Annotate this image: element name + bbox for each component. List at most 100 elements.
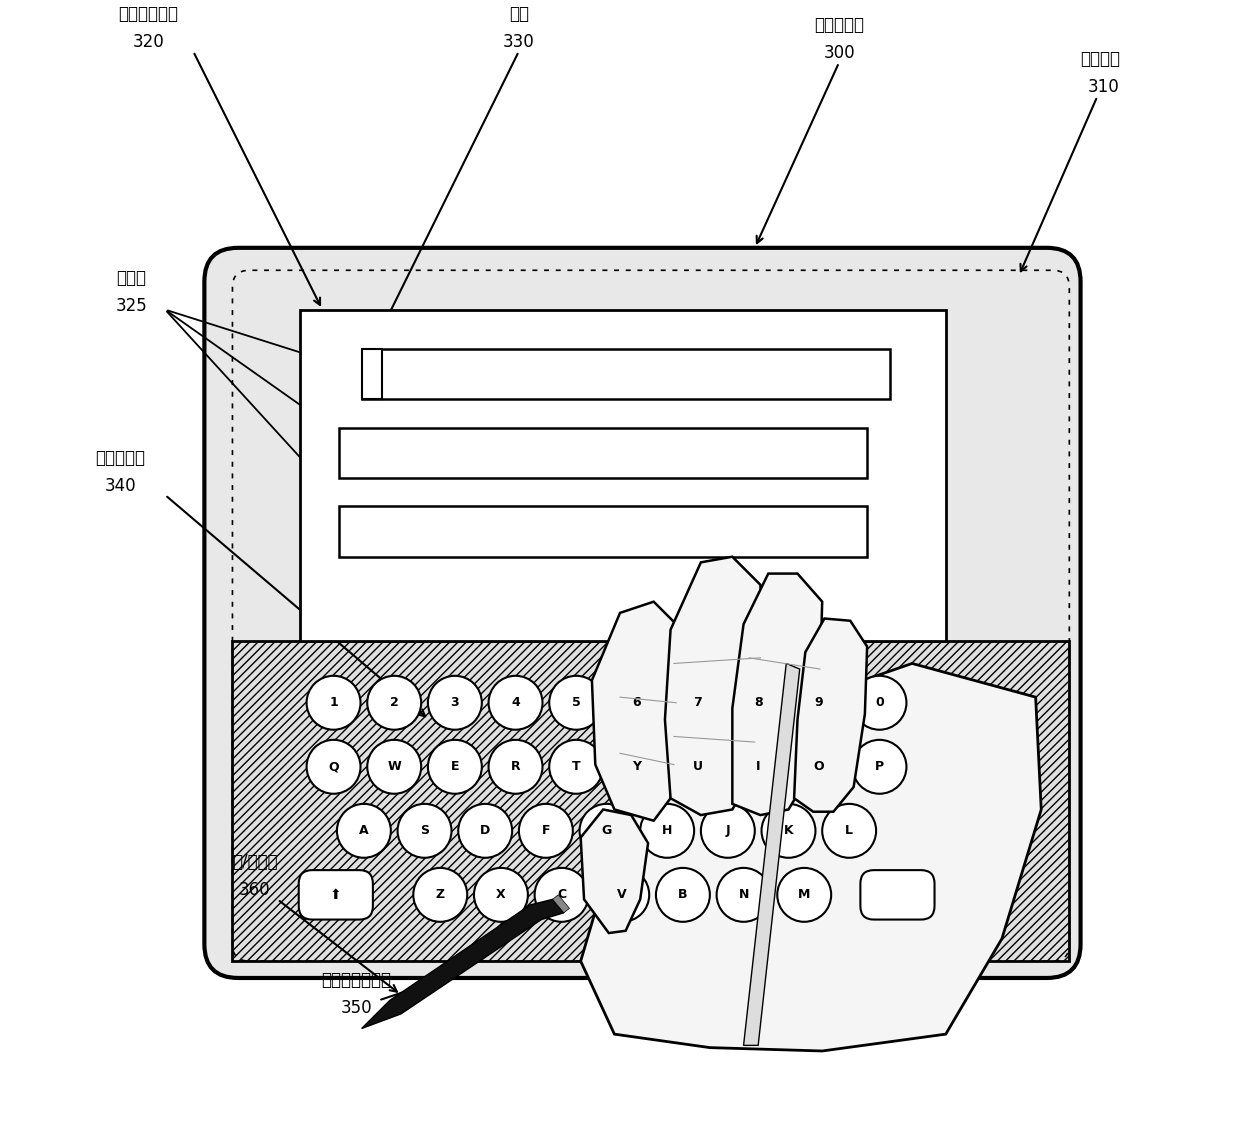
Text: M: M [799, 888, 811, 901]
Polygon shape [794, 618, 867, 812]
Text: O: O [813, 760, 825, 773]
Circle shape [489, 740, 542, 794]
Circle shape [671, 740, 724, 794]
Circle shape [610, 740, 663, 794]
Circle shape [822, 804, 877, 858]
Text: Q: Q [329, 760, 339, 773]
Text: 笔/触控笔: 笔/触控笔 [232, 853, 278, 871]
Text: 0: 0 [875, 696, 884, 709]
Text: 所显示的应用: 所显示的应用 [118, 6, 179, 24]
Circle shape [413, 868, 467, 922]
Circle shape [428, 676, 482, 729]
Polygon shape [744, 663, 800, 1045]
Circle shape [549, 740, 603, 794]
Circle shape [579, 804, 634, 858]
Text: 光标: 光标 [508, 6, 529, 24]
Bar [340, 506, 867, 556]
Circle shape [337, 804, 391, 858]
Bar [232, 641, 1069, 961]
Circle shape [595, 868, 650, 922]
Circle shape [761, 804, 816, 858]
Text: 325: 325 [115, 297, 148, 315]
Text: L: L [846, 824, 853, 837]
Polygon shape [733, 573, 822, 815]
Text: S: S [420, 824, 429, 837]
Circle shape [701, 804, 755, 858]
Circle shape [428, 740, 482, 794]
Circle shape [717, 868, 770, 922]
Text: 5: 5 [572, 696, 580, 709]
Text: 手/ 手指: 手/ 手指 [936, 881, 977, 899]
Text: F: F [542, 824, 551, 837]
Text: 360: 360 [239, 881, 270, 899]
Text: Z: Z [435, 888, 445, 901]
Circle shape [656, 868, 709, 922]
Circle shape [732, 676, 785, 729]
Polygon shape [591, 601, 682, 821]
Circle shape [853, 676, 906, 729]
Circle shape [792, 740, 846, 794]
Circle shape [459, 804, 512, 858]
Text: 370: 370 [941, 909, 973, 927]
Circle shape [792, 676, 846, 729]
Text: 6: 6 [632, 696, 641, 709]
Text: 触摸屏输入装置: 触摸屏输入装置 [321, 971, 391, 989]
Text: 330: 330 [503, 34, 534, 52]
Text: 不可见层: 不可见层 [1080, 51, 1120, 69]
Text: U: U [692, 760, 703, 773]
Circle shape [367, 676, 422, 729]
Text: X: X [496, 888, 506, 901]
Polygon shape [665, 556, 764, 815]
Text: 2: 2 [389, 696, 398, 709]
Text: E: E [450, 760, 459, 773]
Text: 3: 3 [450, 696, 459, 709]
Polygon shape [553, 895, 569, 913]
Text: A: A [360, 824, 368, 837]
Polygon shape [580, 809, 649, 933]
Text: W: W [387, 760, 401, 773]
Bar [300, 309, 946, 641]
Text: T: T [572, 760, 580, 773]
Text: 输入栏: 输入栏 [117, 269, 146, 287]
Circle shape [671, 676, 724, 729]
Text: 8: 8 [754, 696, 763, 709]
Text: G: G [601, 824, 611, 837]
Circle shape [732, 740, 785, 794]
FancyBboxPatch shape [205, 247, 1080, 978]
Bar [362, 348, 889, 399]
Circle shape [610, 676, 663, 729]
Circle shape [518, 804, 573, 858]
Text: 4: 4 [511, 696, 520, 709]
Circle shape [853, 740, 906, 794]
Circle shape [534, 868, 589, 922]
Text: ⬆: ⬆ [330, 888, 341, 901]
Text: R: R [511, 760, 521, 773]
Circle shape [474, 868, 528, 922]
Circle shape [489, 676, 542, 729]
Circle shape [306, 676, 361, 729]
Text: C: C [557, 888, 567, 901]
Text: B: B [678, 888, 688, 901]
Text: 340: 340 [104, 477, 136, 495]
FancyBboxPatch shape [861, 870, 935, 919]
Text: V: V [618, 888, 627, 901]
Bar [340, 427, 867, 478]
Text: H: H [662, 824, 672, 837]
Bar [362, 348, 382, 399]
Text: 350: 350 [340, 999, 372, 1017]
Circle shape [549, 676, 603, 729]
Circle shape [777, 868, 831, 922]
Text: 1: 1 [329, 696, 339, 709]
Text: K: K [784, 824, 794, 837]
Text: I: I [756, 760, 760, 773]
Circle shape [640, 804, 694, 858]
Text: 310: 310 [1089, 79, 1120, 97]
Text: Y: Y [632, 760, 641, 773]
Text: N: N [738, 888, 749, 901]
Text: D: D [480, 824, 490, 837]
Text: 软键盘区域: 软键盘区域 [95, 448, 145, 466]
Text: 9: 9 [815, 696, 823, 709]
Circle shape [367, 740, 422, 794]
Circle shape [306, 740, 361, 794]
Text: 触摸屏装置: 触摸屏装置 [813, 17, 864, 35]
